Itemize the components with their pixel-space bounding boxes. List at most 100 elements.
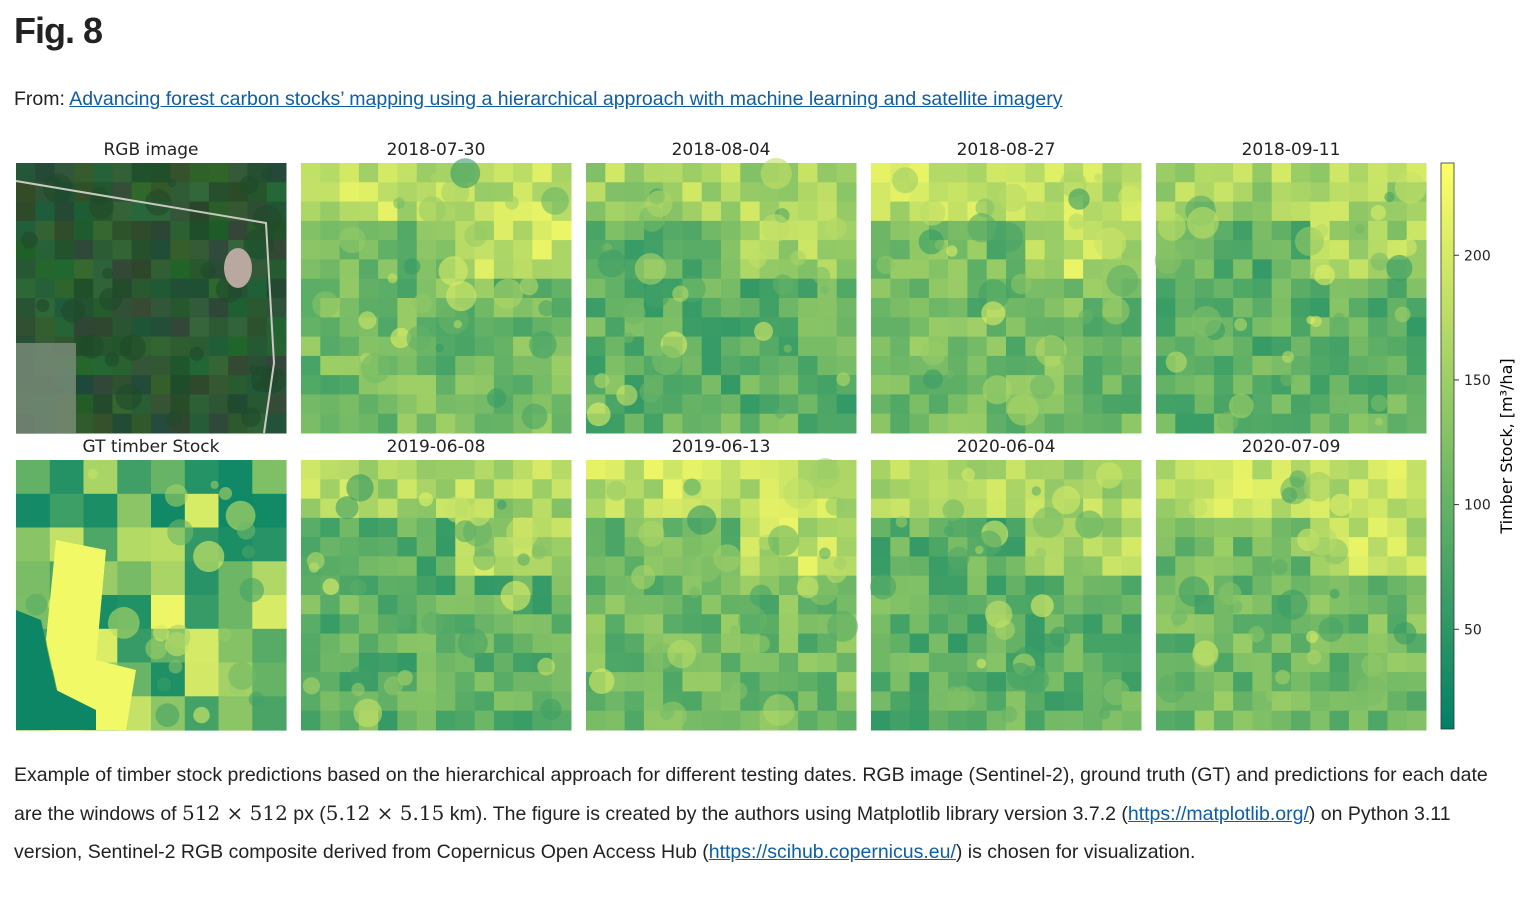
texture-cell (1368, 278, 1388, 299)
texture-cell (1310, 498, 1331, 519)
texture-cell (1348, 498, 1369, 519)
texture-cell (721, 633, 741, 654)
texture-cell (1044, 394, 1065, 415)
texture-blob (763, 694, 795, 726)
texture-cell (1368, 317, 1388, 338)
texture-cell (339, 460, 360, 480)
texture-cell (1368, 537, 1388, 557)
texture-cell (909, 479, 930, 500)
texture-blob (643, 281, 670, 308)
texture-cell (909, 517, 930, 538)
texture-blob (598, 249, 626, 278)
texture-cell (1121, 614, 1142, 635)
caption-link[interactable]: https://scihub.copernicus.eu/ (708, 841, 956, 863)
texture-cell (871, 317, 891, 338)
texture-cell (836, 278, 857, 299)
texture-cell (871, 394, 891, 415)
texture-cell (1252, 201, 1273, 222)
texture-cell (948, 575, 968, 596)
texture-cell (1406, 691, 1427, 712)
texture-blob (1191, 306, 1222, 337)
texture-cell (1006, 479, 1026, 500)
texture-cell (513, 375, 533, 395)
texture-cell (436, 394, 456, 415)
texture-cell (358, 163, 379, 183)
texture-cell (436, 375, 456, 395)
texture-blob (519, 276, 539, 296)
texture-cell (247, 298, 268, 318)
texture-cell (16, 493, 51, 529)
texture-blob (540, 698, 562, 720)
texture-cell (112, 163, 133, 183)
texture-cell (474, 479, 495, 500)
texture-cell (1348, 614, 1369, 635)
texture-cell (624, 595, 645, 615)
texture-blob (493, 278, 523, 309)
texture-cell (436, 413, 456, 434)
texture-cell (320, 672, 341, 692)
texture-cell (1406, 575, 1427, 596)
texture-cell (1102, 201, 1123, 222)
texture-cell (170, 182, 191, 203)
texture-cell (986, 163, 1007, 183)
texture-cell (721, 201, 741, 222)
texture-cell (890, 201, 911, 222)
texture-cell (474, 336, 495, 357)
texture-cell (301, 614, 321, 635)
caption-link[interactable]: https://matplotlib.org/ (1127, 803, 1309, 825)
texture-cell (1387, 710, 1408, 731)
texture-cell (208, 182, 229, 203)
texture-cell (890, 595, 911, 615)
texture-cell (247, 317, 268, 338)
texture-cell (836, 355, 857, 376)
texture-cell (416, 394, 437, 415)
texture-cell (967, 479, 988, 500)
texture-cell (701, 317, 722, 338)
texture-cell (1387, 498, 1408, 519)
texture-cell (871, 278, 891, 299)
texture-cell (436, 575, 456, 596)
texture-cell (1044, 163, 1065, 183)
texture-cell (416, 575, 437, 596)
texture-cell (513, 633, 533, 654)
texture-cell (416, 595, 437, 615)
texture-cell (605, 336, 626, 357)
texture-cell (378, 182, 398, 203)
texture-cell (1063, 336, 1084, 357)
texture-cell (1083, 278, 1103, 299)
texture-cell (1194, 278, 1215, 299)
texture-cell (740, 201, 761, 222)
texture-cell (1252, 394, 1273, 415)
texture-blob (1178, 576, 1210, 607)
texture-cell (682, 394, 703, 415)
texture-cell (871, 595, 891, 615)
texture-cell (798, 517, 818, 538)
texture-cell (170, 394, 191, 415)
article-link[interactable]: Advancing forest carbon stocks’ mapping … (69, 88, 1063, 110)
texture-cell (455, 672, 476, 692)
texture-blob (1094, 173, 1104, 183)
caption-math: 512 × 512 (182, 801, 288, 825)
texture-blob (978, 279, 1010, 311)
texture-cell (1156, 498, 1176, 519)
texture-cell (759, 355, 780, 376)
texture-cell (1271, 298, 1292, 318)
texture-cell (378, 575, 398, 596)
texture-cell (1213, 498, 1234, 519)
texture-cell (836, 479, 857, 500)
texture-cell (817, 336, 838, 357)
texture-cell (1387, 394, 1408, 415)
texture-cell (1406, 394, 1427, 415)
texture-cell (320, 355, 341, 376)
texture-cell (54, 278, 75, 299)
texture-cell (1083, 355, 1103, 376)
texture-blob (942, 499, 965, 521)
texture-cell (416, 556, 437, 577)
texture-cell (1329, 355, 1350, 376)
texture-blob (1001, 706, 1018, 723)
texture-cell (871, 633, 891, 654)
texture-cell (1291, 259, 1311, 280)
texture-cell (1025, 220, 1046, 241)
texture-cell (73, 317, 94, 338)
texture-cell (605, 460, 626, 480)
